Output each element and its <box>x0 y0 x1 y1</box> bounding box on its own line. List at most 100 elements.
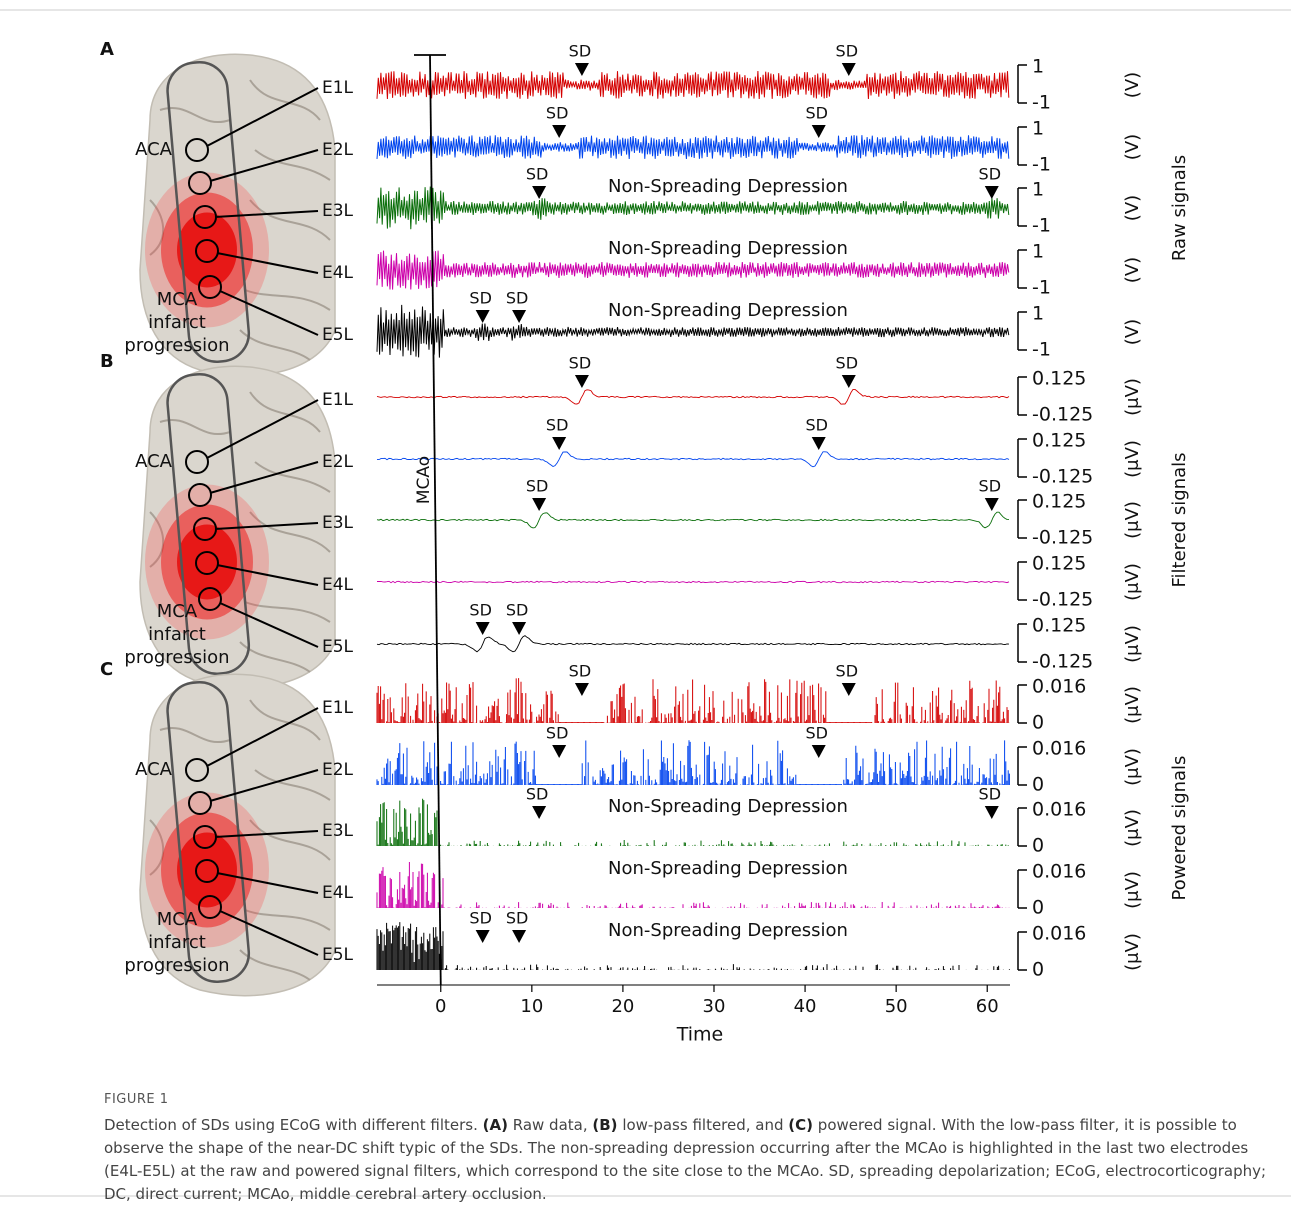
sd-label: SD <box>569 42 591 61</box>
sd-label: SD <box>569 662 591 681</box>
sd-marker <box>512 622 526 635</box>
annotation: Non-Spreading Depression <box>608 176 848 197</box>
unit-label: (V) <box>1122 72 1143 98</box>
scale-tick-label: 0.016 <box>1032 923 1086 945</box>
sd-marker <box>476 622 490 635</box>
sd-marker <box>532 498 546 511</box>
sd-marker <box>512 310 526 323</box>
sd-marker <box>812 745 826 758</box>
sd-marker <box>552 125 566 138</box>
sd-marker <box>812 125 826 138</box>
x-axis-label: Time <box>676 1024 724 1046</box>
annotation: Non-Spreading Depression <box>608 920 848 941</box>
sd-label: SD <box>979 165 1001 184</box>
caption-run: Detection of SDs using ECoG with differe… <box>104 1116 483 1134</box>
event-label: MCAo <box>414 456 434 504</box>
x-tick-label: 20 <box>611 996 634 1017</box>
scale-tick-label: 0.125 <box>1032 615 1086 637</box>
caption-run: Raw data, <box>508 1116 592 1134</box>
x-tick-label: 60 <box>976 996 999 1017</box>
scale-tick-label: 0.125 <box>1032 491 1086 513</box>
brain-label: ACA <box>135 451 173 472</box>
filtered-trace <box>377 452 1009 467</box>
panel-letter: B <box>100 351 114 372</box>
unit-label: (μV) <box>1122 933 1143 971</box>
electrode-label: E4L <box>322 883 354 903</box>
caption-run: low-pass filtered, and <box>618 1116 789 1134</box>
sd-label: SD <box>546 104 568 123</box>
unit-label: (μV) <box>1122 501 1143 539</box>
sd-label: SD <box>526 477 548 496</box>
group-label: Raw signals <box>1169 155 1190 261</box>
filtered-trace <box>377 636 1009 652</box>
power-trace <box>377 740 1009 785</box>
sd-marker <box>575 63 589 76</box>
scale-tick-label: 0.016 <box>1032 861 1086 883</box>
sd-label: SD <box>979 785 1001 804</box>
unit-label: (μV) <box>1122 378 1143 416</box>
scale-tick-label: 1 <box>1032 303 1044 325</box>
x-tick-label: 10 <box>520 996 543 1017</box>
brain-label: MCA <box>157 289 198 310</box>
caption-run: (A) <box>483 1116 508 1134</box>
sd-marker <box>512 930 526 943</box>
sd-marker <box>812 437 826 450</box>
annotation: Non-Spreading Depression <box>608 858 848 879</box>
x-tick-label: 40 <box>794 996 817 1017</box>
brain-label: progression <box>124 647 229 668</box>
sd-label: SD <box>836 42 858 61</box>
scale-tick-label: 0 <box>1032 712 1044 734</box>
scale-tick-label: 1 <box>1032 179 1044 201</box>
caption-run: (B) <box>592 1116 617 1134</box>
group-label: Powered signals <box>1169 756 1190 901</box>
scale-tick-label: 0.016 <box>1032 799 1086 821</box>
electrode-label: E3L <box>322 201 354 221</box>
sd-label: SD <box>546 416 568 435</box>
electrode-label: E3L <box>322 513 354 533</box>
sd-label: SD <box>469 289 491 308</box>
brain-label: infarct <box>148 932 206 953</box>
electrode-label: E5L <box>322 325 354 345</box>
unit-label: (μV) <box>1122 563 1143 601</box>
unit-label: (V) <box>1122 257 1143 283</box>
brain-label: progression <box>124 335 229 356</box>
caption: Detection of SDs using ECoG with differe… <box>104 1114 1269 1206</box>
brain-label: ACA <box>135 139 173 160</box>
sd-label: SD <box>546 724 568 743</box>
sd-label: SD <box>506 601 528 620</box>
power-trace <box>377 678 1009 723</box>
electrode-label: E5L <box>322 637 354 657</box>
filtered-trace <box>377 512 1009 528</box>
scale-tick-label: -0.125 <box>1032 527 1093 549</box>
scale-tick-label: -0.125 <box>1032 404 1093 426</box>
sd-label: SD <box>805 416 827 435</box>
x-tick-label: 0 <box>435 996 446 1017</box>
sd-label: SD <box>805 724 827 743</box>
scale-tick-label: -0.125 <box>1032 466 1093 488</box>
sd-label: SD <box>469 601 491 620</box>
sd-label: SD <box>526 165 548 184</box>
unit-label: (μV) <box>1122 809 1143 847</box>
sd-marker <box>985 186 999 199</box>
electrode-label: E2L <box>322 140 354 160</box>
electrode-label: E1L <box>322 390 354 410</box>
scale-tick-label: -1 <box>1032 277 1051 299</box>
raw-trace <box>377 71 1009 99</box>
sd-label: SD <box>979 477 1001 496</box>
scale-tick-label: -1 <box>1032 154 1051 176</box>
sd-marker <box>552 745 566 758</box>
filtered-trace <box>377 581 1009 582</box>
brain-label: MCA <box>157 601 198 622</box>
sd-marker <box>575 375 589 388</box>
sd-label: SD <box>526 785 548 804</box>
scale-tick-label: 0.125 <box>1032 368 1086 390</box>
unit-label: (μV) <box>1122 686 1143 724</box>
scale-tick-label: 0.125 <box>1032 430 1086 452</box>
filtered-trace <box>377 389 1009 404</box>
scale-tick-label: -1 <box>1032 92 1051 114</box>
raw-trace <box>377 135 1009 159</box>
sd-marker <box>842 63 856 76</box>
electrode-label: E4L <box>322 263 354 283</box>
figure-label: FIGURE 1 <box>104 1092 169 1107</box>
group-label: Filtered signals <box>1169 452 1190 587</box>
